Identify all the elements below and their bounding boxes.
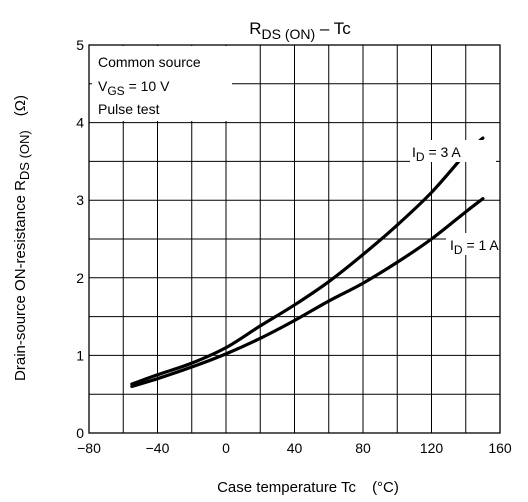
conditions-box: Common source VGS = 10 V Pulse test xyxy=(92,46,232,121)
tick-labels: −80 −40 0 40 80 120 160 0 1 2 3 4 5 xyxy=(76,37,512,456)
conditions-line3: Pulse test xyxy=(98,101,160,117)
conditions-line2: VGS = 10 V xyxy=(98,78,170,98)
series-label-1a: ID = 1 A xyxy=(450,237,499,257)
grid xyxy=(89,45,500,433)
series-line-id-1a xyxy=(130,197,485,389)
conditions-box-background xyxy=(92,46,232,121)
series-label-1a-rest: = 1 A xyxy=(463,237,500,253)
x-tick-label: 80 xyxy=(355,440,371,456)
series-label-1a-background xyxy=(446,233,512,255)
chart-title-rest: – Tc xyxy=(315,19,351,38)
chart-title: RDS (ON) – Tc xyxy=(249,19,351,42)
y-tick-label: 4 xyxy=(76,115,84,131)
y-tick-label: 1 xyxy=(76,347,84,363)
y-tick-label: 2 xyxy=(76,270,84,286)
y-tick-label: 0 xyxy=(76,425,84,441)
series-label-3a-rest: = 3 A xyxy=(425,144,462,160)
series-line-id-3a xyxy=(130,136,485,386)
x-axis-label-unit: (°C) xyxy=(372,479,399,496)
y-axis-label-sub: DS (ON) xyxy=(17,130,32,180)
series-label-3a-background xyxy=(410,140,496,162)
conditions-line2-main: V xyxy=(98,78,108,94)
x-axis-label: Case temperature Tc (°C) xyxy=(217,479,399,496)
y-tick-label: 3 xyxy=(76,192,84,208)
series-label-1a-main: I xyxy=(450,237,454,253)
series-label-1a-sub: D xyxy=(454,243,463,257)
x-tick-label: 0 xyxy=(222,440,230,456)
x-tick-label: 160 xyxy=(488,440,512,456)
series-lines xyxy=(130,136,485,389)
y-axis-label-text: Drain-source ON-resistance R xyxy=(12,180,29,381)
conditions-line2-sub: GS xyxy=(107,84,124,98)
plot-frame xyxy=(88,44,501,434)
x-tick-label: 120 xyxy=(420,440,444,456)
conditions-line2-rest: = 10 V xyxy=(125,78,170,94)
y-axis-label-unit: (Ω) xyxy=(12,95,29,116)
x-tick-label: 40 xyxy=(287,440,303,456)
series-label-3a: ID = 3 A xyxy=(412,144,461,164)
chart-title-sub: DS (ON) xyxy=(262,26,316,42)
series-label-3a-main: I xyxy=(412,144,416,160)
conditions-line1: Common source xyxy=(98,54,201,70)
y-tick-label: 5 xyxy=(76,37,84,53)
y-axis-label: Drain-source ON-resistance RDS (ON) (Ω) xyxy=(12,95,32,381)
x-tick-label: −40 xyxy=(146,440,170,456)
series-label-3a-sub: D xyxy=(416,150,425,164)
x-tick-label: −80 xyxy=(77,440,101,456)
chart-title-main: R xyxy=(249,19,261,38)
x-axis-label-text: Case temperature Tc xyxy=(217,479,356,496)
